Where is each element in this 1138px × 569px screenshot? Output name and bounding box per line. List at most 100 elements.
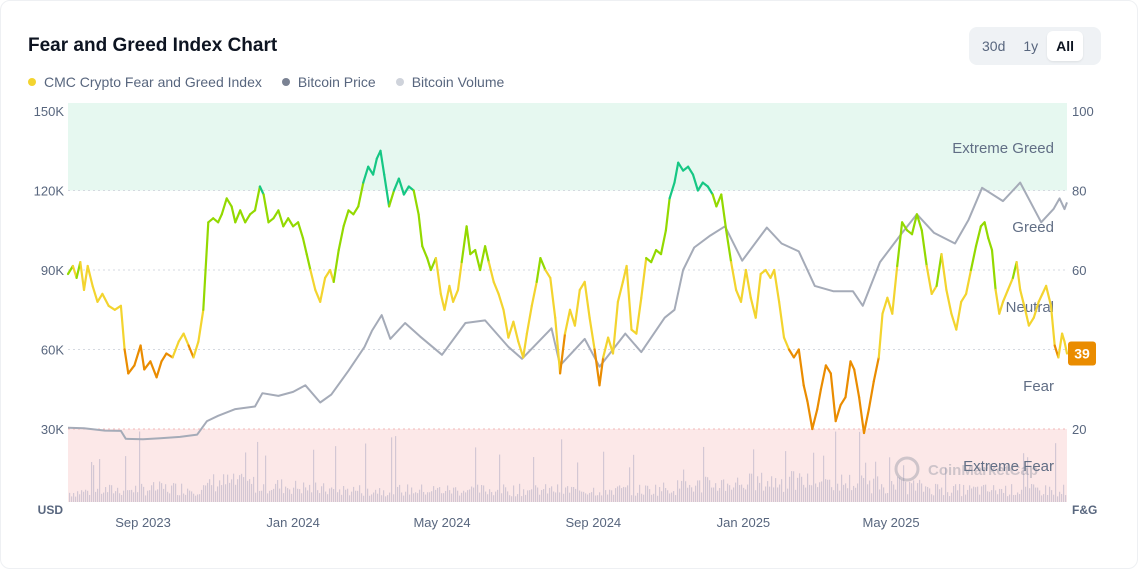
volume-bar	[191, 491, 193, 502]
volume-bar	[1053, 494, 1055, 502]
volume-bar	[645, 485, 647, 502]
fear-greed-segment	[297, 221, 305, 240]
fear-greed-segment	[787, 348, 796, 359]
volume-bar	[551, 486, 553, 502]
volume-bar	[883, 487, 885, 502]
volume-bar	[545, 484, 547, 502]
volume-bar	[879, 489, 881, 502]
volume-bar	[91, 461, 93, 502]
fear-greed-segment	[729, 261, 738, 291]
volume-bar	[563, 493, 565, 502]
fear-greed-segment	[1027, 316, 1035, 327]
fear-greed-segment	[974, 225, 983, 248]
volume-bar	[839, 490, 841, 502]
fear-greed-segment	[839, 396, 847, 407]
legend-item-bitcoin-price[interactable]: Bitcoin Price	[281, 74, 376, 90]
volume-bar	[729, 485, 731, 502]
bitcoin-volume-series	[69, 431, 1067, 502]
volume-bar	[385, 496, 387, 502]
volume-bar	[73, 493, 75, 502]
range-button-1y[interactable]: 1y	[1023, 38, 1039, 54]
volume-bar	[317, 490, 319, 502]
fear-greed-segment	[301, 237, 308, 256]
volume-bar	[279, 488, 281, 502]
volume-bar	[525, 494, 527, 502]
volume-bar	[463, 490, 465, 502]
x-axis-tick-label: Jan 2024	[266, 515, 320, 530]
volume-bar	[739, 485, 741, 502]
volume-bar	[301, 493, 303, 502]
volume-bar	[763, 490, 765, 502]
volume-bar	[689, 484, 691, 502]
fear-greed-segment	[342, 209, 350, 228]
fear-greed-segment	[305, 253, 312, 272]
fear-greed-segment	[754, 272, 762, 319]
coinmarketcap-logo-icon	[894, 456, 920, 482]
left-axis-tick-label: 150K	[34, 104, 65, 119]
volume-bar	[145, 495, 147, 502]
volume-bar	[371, 494, 373, 502]
legend-item-fear-greed[interactable]: CMC Crypto Fear and Greed Index	[28, 74, 262, 90]
volume-bar	[259, 490, 261, 502]
volume-bar	[193, 493, 195, 502]
fear-greed-segment	[945, 288, 953, 315]
volume-bar	[815, 483, 817, 502]
fear-greed-segment	[1049, 304, 1056, 347]
left-axis-tick-label: 60K	[41, 343, 64, 358]
volume-bar	[489, 489, 491, 502]
fear-greed-segment	[133, 344, 142, 367]
fear-greed-segment	[554, 316, 562, 375]
volume-bar	[87, 490, 89, 502]
volume-bar	[783, 491, 785, 502]
fear-greed-segment	[127, 364, 136, 375]
volume-bar	[503, 484, 505, 502]
volume-bar	[641, 493, 643, 502]
volume-bar	[953, 485, 955, 502]
legend-item-bitcoin-volume[interactable]: Bitcoin Volume	[395, 74, 504, 90]
chart-legend: CMC Crypto Fear and Greed Index Bitcoin …	[28, 74, 524, 90]
fear-greed-segment	[900, 221, 909, 232]
fear-greed-segment	[456, 261, 463, 291]
fear-greed-segment	[272, 209, 280, 220]
volume-bar	[333, 489, 335, 502]
volume-bar	[969, 485, 971, 502]
volume-bar	[771, 476, 773, 502]
fear-greed-line[interactable]	[66, 149, 1069, 435]
volume-bar	[735, 482, 737, 502]
range-button-30d[interactable]: 30d	[982, 38, 1006, 54]
fear-greed-segment	[314, 288, 322, 303]
volume-bar	[1055, 443, 1057, 502]
volume-bar	[977, 486, 979, 502]
fear-greed-segment	[388, 189, 396, 208]
volume-bar	[75, 496, 77, 502]
volume-bar	[473, 487, 475, 502]
volume-bar	[691, 487, 693, 502]
volume-bar	[623, 486, 625, 502]
volume-bar	[837, 483, 839, 502]
fear-greed-segment	[819, 364, 828, 391]
volume-bar	[359, 485, 361, 502]
range-button-all[interactable]: All	[1047, 31, 1084, 61]
current-value-label: 39	[1074, 345, 1090, 361]
volume-bar	[171, 485, 173, 502]
fear-greed-segment	[983, 221, 990, 240]
volume-bar	[1025, 486, 1027, 502]
volume-bar	[651, 494, 653, 502]
volume-bar	[421, 484, 423, 502]
volume-bar	[547, 493, 549, 502]
volume-bar	[437, 487, 439, 502]
volume-bar	[799, 473, 801, 502]
volume-bar	[617, 486, 619, 502]
volume-bar	[849, 474, 851, 502]
volume-bar	[659, 487, 661, 502]
volume-bar	[885, 493, 887, 502]
volume-bar	[835, 431, 837, 502]
volume-bar	[1049, 486, 1051, 502]
volume-bar	[101, 493, 103, 502]
fear-greed-segment	[160, 352, 168, 363]
watermark-text: CoinMarketCap	[928, 462, 1038, 479]
volume-bar	[433, 486, 435, 502]
volume-bar	[135, 485, 137, 502]
volume-bar	[297, 488, 299, 502]
